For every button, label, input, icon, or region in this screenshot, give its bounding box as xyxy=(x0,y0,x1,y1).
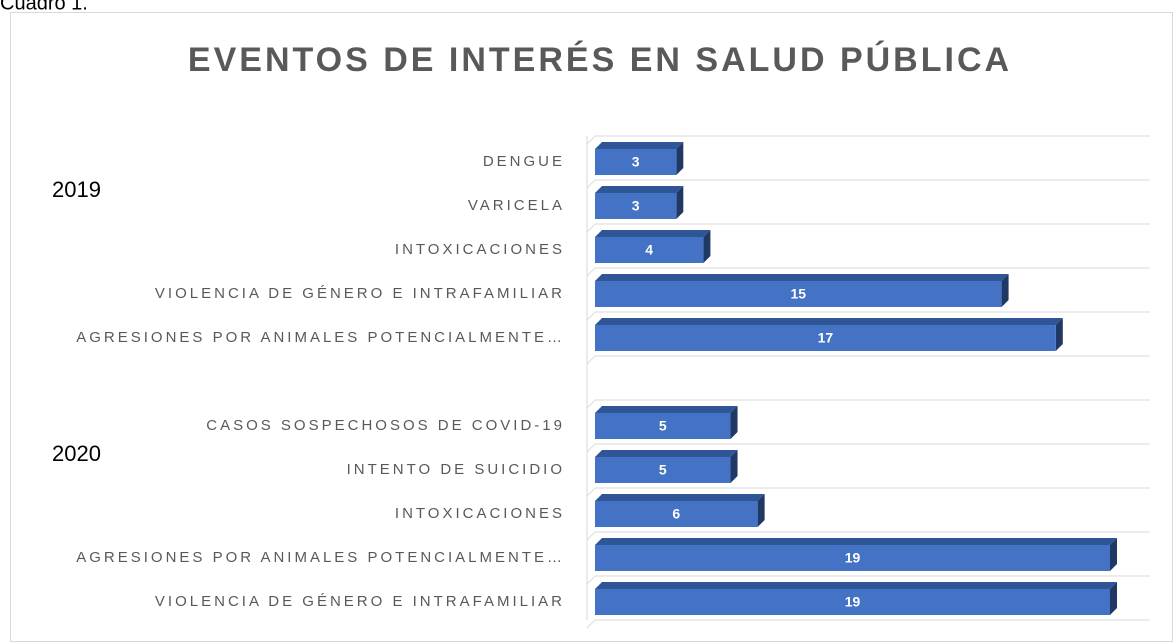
bar-front xyxy=(595,413,731,439)
y-tick-label: INTENTO DE SUICIDIO xyxy=(347,461,565,478)
bar-top xyxy=(595,450,738,457)
y-tick-label: VIOLENCIA DE GÉNERO E INTRAFAMILIAR xyxy=(155,285,565,302)
bar xyxy=(595,230,711,263)
bar xyxy=(595,274,1009,307)
grid-line xyxy=(586,531,596,541)
grid-line xyxy=(586,179,596,189)
y-tick-label: AGRESIONES POR ANIMALES POTENCIALMENTE… xyxy=(76,329,565,346)
data-label: 4 xyxy=(645,242,653,258)
bar xyxy=(595,142,684,175)
bar-side xyxy=(703,230,711,263)
data-label: 3 xyxy=(632,198,640,214)
bar xyxy=(595,406,738,439)
bar-side xyxy=(730,450,738,483)
bar-top xyxy=(595,318,1063,325)
bar-top xyxy=(595,186,684,193)
bar-side xyxy=(1001,274,1009,307)
data-label: 15 xyxy=(791,286,807,302)
y-tick-label: INTOXICACIONES xyxy=(395,241,565,258)
bar xyxy=(595,450,738,483)
bar-top xyxy=(595,538,1117,545)
bar-top xyxy=(595,582,1117,589)
bar-front xyxy=(595,149,677,175)
bar xyxy=(595,582,1117,615)
bar-front xyxy=(595,457,731,483)
bar-front xyxy=(595,545,1110,571)
bar-side xyxy=(730,406,738,439)
data-label: 5 xyxy=(659,418,667,434)
bar xyxy=(595,186,684,219)
bar-front xyxy=(595,325,1056,351)
bar-top xyxy=(595,274,1009,281)
grid-line xyxy=(586,223,596,233)
bar-top xyxy=(595,494,765,501)
data-label: 17 xyxy=(818,330,834,346)
chart-frame xyxy=(10,12,1173,642)
chart-title: EVENTOS DE INTERÉS EN SALUD PÚBLICA xyxy=(188,41,1012,79)
bar-side xyxy=(676,186,684,219)
y-tick-label: INTOXICACIONES xyxy=(395,505,565,522)
bar-front xyxy=(595,237,704,263)
bar-side xyxy=(676,142,684,175)
bar-front xyxy=(595,501,758,527)
bar-side xyxy=(757,494,765,527)
bar-top xyxy=(595,406,738,413)
y-tick-label: VIOLENCIA DE GÉNERO E INTRAFAMILIAR xyxy=(155,593,565,610)
data-label: 19 xyxy=(845,594,861,610)
bar-front xyxy=(595,589,1110,615)
grid-line xyxy=(586,487,596,497)
group-label: 2019 xyxy=(52,177,101,202)
grid-line xyxy=(586,575,596,585)
data-label: 3 xyxy=(632,154,640,170)
data-label: 6 xyxy=(672,506,680,522)
grid-line xyxy=(586,267,596,277)
grid-line xyxy=(586,355,596,365)
bar-top xyxy=(595,142,684,149)
bar-front xyxy=(595,281,1002,307)
grid-line xyxy=(586,619,596,629)
bar-front xyxy=(595,193,677,219)
y-tick-label: CASOS SOSPECHOSOS DE COVID-19 xyxy=(206,417,565,434)
caption: Cuadro 1. xyxy=(0,0,88,14)
bar-side xyxy=(1110,538,1117,571)
data-label: 5 xyxy=(659,462,667,478)
grid-line xyxy=(586,311,596,321)
grid-line xyxy=(586,135,596,145)
bar xyxy=(595,538,1117,571)
bar-top xyxy=(595,230,711,237)
y-tick-label: DENGUE xyxy=(483,153,565,170)
bar xyxy=(595,494,765,527)
bar-side xyxy=(1055,318,1063,351)
group-label: 2020 xyxy=(52,441,101,466)
y-tick-label: VARICELA xyxy=(468,197,565,214)
bar-side xyxy=(1110,582,1117,615)
bar xyxy=(595,318,1063,351)
data-label: 19 xyxy=(845,550,861,566)
grid-line xyxy=(586,399,596,409)
grid-line xyxy=(586,443,596,453)
y-tick-label: AGRESIONES POR ANIMALES POTENCIALMENTE… xyxy=(76,549,565,566)
